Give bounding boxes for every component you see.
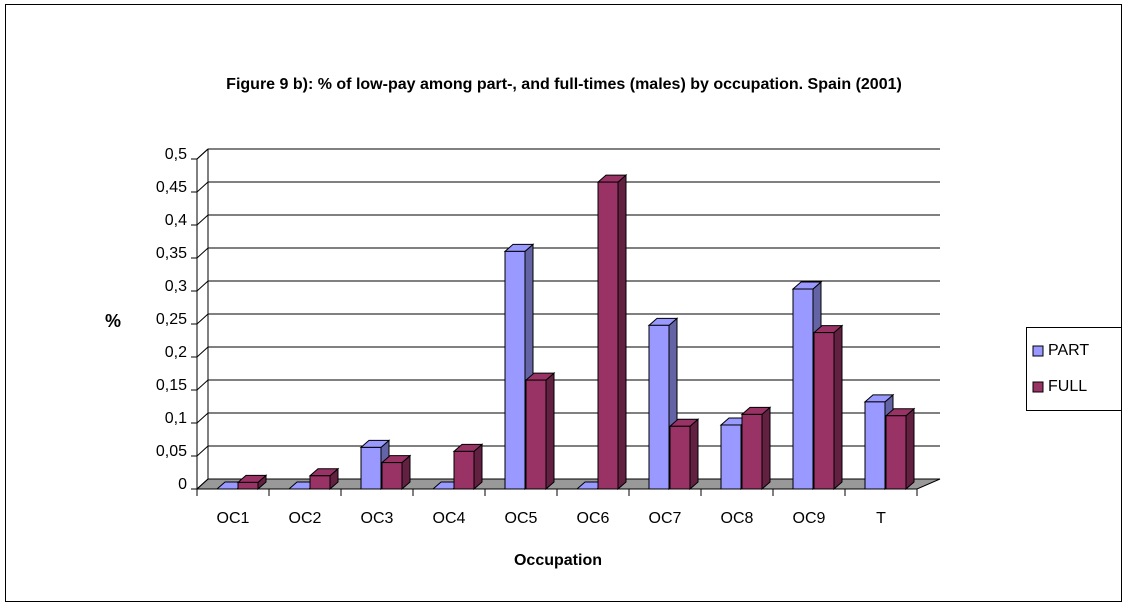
y-tick-label: 0,2 [165,344,187,361]
legend-swatch [1032,381,1044,393]
bar-side-shade [330,468,338,489]
bar [885,415,907,490]
chart-border [5,4,1122,602]
y-tick-label: 0,15 [156,377,187,394]
x-tick-label: T [876,510,886,527]
legend-swatch [1032,345,1044,357]
grid-diagonal [196,148,209,160]
y-tick-label: 0,35 [156,245,187,262]
bar [648,324,670,490]
grid-diagonal [196,181,209,193]
legend-label: FULL [1048,378,1087,395]
bar [504,250,526,490]
bar [525,379,547,490]
grid-diagonal [196,379,209,391]
x-tick-label: OC2 [289,510,322,527]
x-tick-label: OC4 [433,510,466,527]
bar [792,288,814,490]
y-tick-label: 0 [178,476,187,493]
bar-side-shade [690,419,698,489]
x-tick-label: OC9 [793,510,826,527]
grid-diagonal [196,313,209,325]
y-tick-label: 0,25 [156,311,187,328]
x-tick-label: OC3 [361,510,394,527]
y-tick-label: 0,4 [165,212,187,229]
bar-side-shade [762,407,770,489]
grid-diagonal [196,247,209,259]
x-tick-label: OC5 [505,510,538,527]
x-tick-label: OC8 [721,510,754,527]
grid-diagonal [196,478,209,490]
grid-diagonal [196,346,209,358]
bar [720,424,742,490]
bar-side-shade [402,455,410,489]
x-tick-label: OC7 [649,510,682,527]
bar [360,446,382,490]
bar-side-shade [618,175,626,489]
bar [864,401,886,490]
legend-box [1026,327,1122,411]
legend-label: PART [1048,342,1089,359]
grid-diagonal [196,412,209,424]
y-tick-label: 0,05 [156,443,187,460]
bar-side-shade [906,408,914,489]
bar [453,450,475,490]
x-axis-label: Occupation [514,552,602,569]
y-tick-label: 0,45 [156,179,187,196]
y-axis-label: % [105,311,121,331]
x-tick-label: OC1 [217,510,250,527]
y-tick-label: 0,1 [165,410,187,427]
y-tick-label: 0,5 [165,146,187,163]
grid-diagonal [196,445,209,457]
bar-side-shade [258,475,266,489]
bar [741,413,763,490]
bar [237,481,259,490]
chart-title: Figure 9 b): % of low-pay among part-, a… [226,76,902,93]
x-tick-label: OC6 [577,510,610,527]
y-tick-label: 0,3 [165,278,187,295]
bar-side-shade [546,373,554,489]
bar [381,462,403,490]
grid-diagonal [196,280,209,292]
bar [813,332,835,490]
bar [669,425,691,490]
bar [309,475,331,490]
grid-diagonal [196,214,209,226]
bar-side-shade [474,444,482,489]
bar [597,181,619,490]
bar-side-shade [834,325,842,489]
